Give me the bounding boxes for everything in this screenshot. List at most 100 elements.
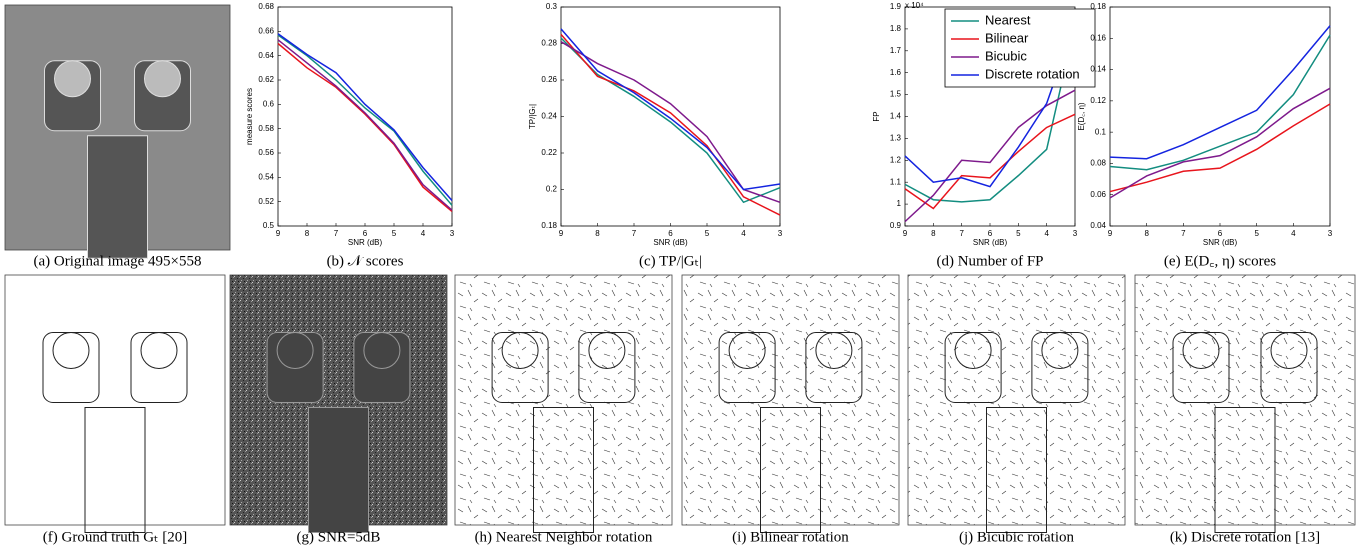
x-tick-label: 6 [668, 229, 673, 238]
meter-post [84, 407, 146, 533]
x-tick-label: 7 [334, 229, 339, 238]
meter-post [308, 407, 369, 533]
meter-post [986, 407, 1047, 533]
y-tick-label: 0.14 [1090, 65, 1106, 74]
image [4, 274, 226, 526]
x-tick-label: 9 [559, 229, 564, 238]
meter-dial [52, 332, 90, 369]
image-panel [4, 4, 231, 259]
meter-dial [276, 332, 314, 369]
image-caption: (g) SNR=5dB [297, 529, 381, 545]
y-tick-label: 1.8 [890, 24, 902, 33]
y-tick-label: 0.54 [258, 172, 274, 181]
y-tick-label: 1.9 [890, 2, 902, 11]
y-tick-label: 0.28 [541, 39, 557, 48]
y-tick-label: 0.06 [1090, 190, 1106, 199]
x-tick-label: 7 [1181, 229, 1186, 238]
x-tick-label: 8 [305, 229, 310, 238]
x-axis-label: SNR (dB) [1203, 238, 1238, 247]
chart-caption: (c) TP/|Gₜ| [639, 253, 702, 269]
x-tick-label: 3 [1073, 229, 1078, 238]
y-tick-label: 1.1 [890, 177, 902, 186]
x-axis-label: SNR (dB) [348, 238, 383, 247]
y-tick-label: 0.52 [258, 197, 274, 206]
x-tick-label: 5 [1016, 229, 1021, 238]
x-tick-label: 8 [931, 229, 936, 238]
image-caption: (i) Bilinear rotation [732, 529, 849, 545]
series-line [277, 42, 453, 212]
image [1134, 274, 1356, 526]
meter-post [1214, 407, 1276, 533]
image-caption: (f) Ground truth Gₜ [20] [43, 529, 187, 545]
series-line [560, 33, 781, 216]
y-tick-label: 0.18 [541, 221, 557, 230]
chart-caption: (e) E(D꜀, η) scores [1164, 253, 1276, 269]
x-tick-label: 4 [1044, 229, 1049, 238]
image-caption: (k) Discrete rotation [13] [1170, 529, 1320, 545]
y-tick-label: 1.5 [890, 90, 902, 99]
series-line [904, 24, 1076, 203]
image-panel [4, 274, 226, 533]
y-tick-label: 0.26 [541, 75, 557, 84]
chart: 0.5 0.52 0.54 0.56 0.58 0.6 0.62 0.64 0.66 0.68 9 8… [245, 2, 455, 269]
y-tick-label: 1.2 [890, 155, 902, 164]
y-tick-label: 0.3 [546, 2, 558, 11]
y-tick-label: 0.24 [541, 112, 557, 121]
chart: 0.18 0.2 0.22 0.24 0.26 0.28 0.3 9 8 7 6 5 4 3 SNR (dB… [528, 2, 783, 269]
image-panel [229, 274, 448, 533]
y-tick-label: 0.22 [541, 148, 557, 157]
series-line [904, 89, 1076, 223]
series-line [277, 39, 453, 211]
meter-post [760, 407, 821, 533]
chart: 0.9 1 1.1 1.2 1.3 1.4 1.5 1.6 1.7 1.8 1.9 9 8 7 6 5 4 3 SN… [872, 1, 1096, 269]
meter-dial [954, 332, 992, 369]
image-panel [1134, 274, 1356, 533]
plot-area [1109, 6, 1331, 227]
y-tick-label: 0.58 [258, 124, 274, 133]
meter-dial [815, 332, 853, 369]
x-tick-label: 8 [595, 229, 600, 238]
x-tick-label: 7 [632, 229, 637, 238]
y-tick-label: 0.5 [263, 221, 275, 230]
x-tick-label: 7 [959, 229, 964, 238]
legend-label: Bilinear [985, 30, 1029, 45]
y-tick-label: 1.3 [890, 134, 902, 143]
y-axis-label: TP/|Gₜ| [528, 104, 537, 129]
y-tick-label: 0.08 [1090, 159, 1106, 168]
meter-dial [140, 332, 178, 369]
meter-dial [363, 332, 401, 369]
x-tick-label: 4 [421, 229, 426, 238]
chart-caption: (d) Number of FP [936, 253, 1043, 269]
x-tick-label: 9 [903, 229, 908, 238]
series-line [277, 34, 453, 206]
y-tick-label: 0.18 [1090, 2, 1106, 11]
meter-dial [144, 60, 181, 98]
chart: 0.04 0.06 0.08 0.1 0.12 0.14 0.16 0.18 9 8 7 6 5 4 3 SN… [1077, 2, 1333, 269]
x-tick-label: 6 [1218, 229, 1223, 238]
meter-dial [588, 332, 626, 369]
series-line [904, 22, 1076, 188]
image [681, 274, 900, 526]
y-tick-label: 1 [897, 199, 902, 208]
plot-area [277, 6, 453, 227]
y-tick-label: 0.1 [1095, 127, 1107, 136]
image [907, 274, 1126, 526]
legend-label: Bicubic [985, 48, 1027, 63]
x-axis-label: SNR (dB) [973, 238, 1008, 247]
y-tick-label: 0.16 [1090, 33, 1106, 42]
x-tick-label: 3 [778, 229, 783, 238]
x-tick-label: 9 [1108, 229, 1113, 238]
y-axis-label: measure scores [245, 88, 254, 145]
meter-post [87, 135, 148, 259]
meter-dial [54, 60, 91, 98]
y-tick-label: 0.68 [258, 2, 274, 11]
y-tick-label: 0.56 [258, 148, 274, 157]
image-caption: (h) Nearest Neighbor rotation [475, 529, 653, 545]
meter-shape [353, 332, 411, 403]
x-tick-label: 3 [450, 229, 455, 238]
meter-dial [1182, 332, 1220, 369]
x-tick-label: 4 [1291, 229, 1296, 238]
series-line [1109, 34, 1331, 171]
x-tick-label: 4 [741, 229, 746, 238]
y-tick-label: 1.4 [890, 112, 902, 121]
